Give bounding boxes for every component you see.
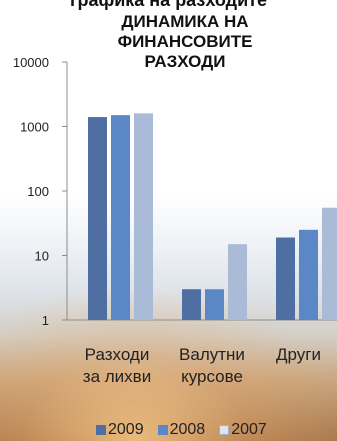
category-label-currency-line-1: Валутни: [179, 345, 245, 364]
category-label-currency-line-2: курсове: [181, 367, 243, 386]
y-tick-label: 10000: [13, 55, 49, 70]
legend-item-2008: 2008: [157, 421, 206, 439]
y-tick-label: 10: [35, 249, 49, 264]
chart-title-line-2: ФИНАНСОВИТЕ: [117, 32, 253, 51]
bar-2009-3: [276, 237, 295, 320]
bar-2008-2: [205, 289, 224, 320]
chart-legend: 2009 2008 2007: [96, 421, 267, 439]
chart-title: ДИНАМИКА НА ФИНАНСОВИТЕ РАЗХОДИ: [60, 12, 310, 72]
y-tick-label: 1: [42, 313, 49, 328]
category-label-interest-line-1: Разходи: [84, 345, 150, 364]
legend-label-2009: 2009: [108, 421, 144, 438]
category-label-other: Други: [276, 344, 337, 366]
bar-2007-3: [322, 207, 337, 320]
category-label-other-line-1: Други: [276, 345, 321, 364]
bar-2008-3: [299, 229, 318, 320]
legend-label-2007: 2007: [231, 421, 267, 438]
bar-2007-2: [228, 244, 247, 320]
bar-2007-1: [134, 113, 153, 320]
category-label-currency: Валутни курсове: [168, 344, 256, 388]
legend-swatch-2007: [219, 425, 230, 435]
chart-title-line-1: ДИНАМИКА НА: [121, 12, 249, 31]
legend-swatch-2008: [157, 425, 168, 435]
category-label-interest-line-2: за лихви: [82, 367, 152, 386]
chart-title-line-3: РАЗХОДИ: [144, 52, 226, 71]
cut-off-header: графика на разходите: [69, 0, 268, 10]
legend-item-2009: 2009: [96, 421, 144, 439]
y-tick-label: 1000: [20, 120, 49, 135]
legend-swatch-2009: [96, 425, 106, 435]
y-tick-label: 100: [27, 184, 49, 199]
legend-item-2007: 2007: [219, 421, 267, 439]
bar-2008-1: [111, 115, 130, 320]
bar-2009-1: [88, 117, 107, 321]
legend-label-2008: 2008: [169, 421, 206, 438]
category-label-interest: Разходи за лихви: [70, 344, 164, 388]
bar-2009-2: [182, 289, 201, 320]
